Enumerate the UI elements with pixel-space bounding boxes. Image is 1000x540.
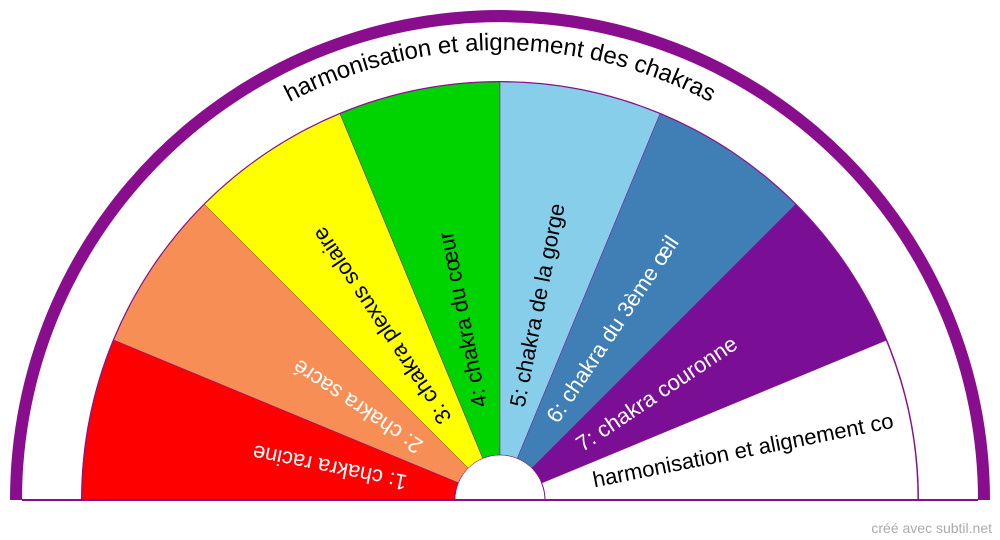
footer-credit: créé avec subtil.net: [871, 520, 992, 536]
chakra-fan-diagram: harmonisation et alignement des chakras1…: [0, 0, 1000, 540]
